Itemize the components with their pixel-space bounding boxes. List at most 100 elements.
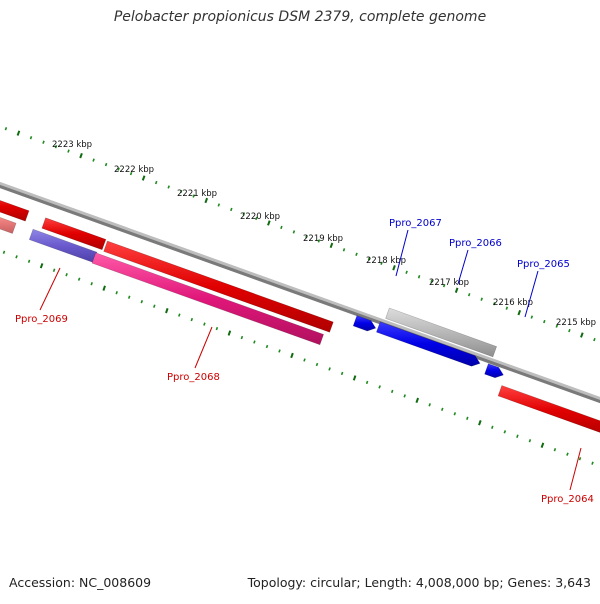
scale-tick-outer [4,127,8,131]
scale-tick-outer [593,337,596,342]
scale-tick-label: 2218 kbp [366,256,406,266]
scale-tick-inner [253,340,256,344]
scale-tick-inner [478,420,482,426]
scale-tick-inner [215,326,219,331]
scale-tick-inner [591,461,594,465]
scale-tick-inner [315,362,319,367]
gene-label-leader [457,249,469,285]
gene-feature-red[interactable] [497,385,600,437]
gene-feature-magenta[interactable] [91,252,324,346]
scale-tick-outer [230,207,233,212]
scale-tick-inner [365,380,369,385]
scale-tick-inner [516,434,519,438]
scale-tick-outer [255,216,258,221]
gene-label[interactable]: Ppro_2065 [517,259,570,270]
scale-tick-outer [380,261,383,265]
scale-tick-outer [367,257,371,261]
scale-tick-outer [292,230,296,234]
scale-tick-label: 2223 kbp [52,140,92,150]
gene-feature-blue[interactable] [484,363,504,379]
scale-tick-inner [491,425,494,429]
gene-feature-blue[interactable] [376,321,481,367]
scale-tick-label: 2221 kbp [177,189,217,199]
scale-tick-inner [52,268,56,272]
gene-label-leader [395,229,409,277]
scale-tick-outer [543,319,546,324]
scale-tick-inner [540,442,545,448]
scale-tick-outer [92,158,95,162]
scale-tick-outer [555,324,559,328]
scale-tick-outer [154,180,158,185]
scale-tick-outer [342,248,346,252]
scale-tick-inner [303,358,306,362]
scale-tick-outer [280,225,283,230]
scale-tick-label: 2219 kbp [303,234,343,244]
scale-tick-outer [580,332,584,338]
scale-tick-outer [129,171,133,176]
gene-feature-gray[interactable] [385,307,497,358]
accession-text: Accession: NC_008609 [9,575,152,590]
scale-tick-inner [340,371,344,376]
gene-label-leader [39,267,61,311]
scale-tick-outer [267,220,271,226]
scale-tick-outer [54,144,58,149]
scale-tick-outer [329,242,334,249]
scale-tick-inner [553,448,557,452]
scale-tick-inner [2,250,6,254]
gene-label[interactable]: Ppro_2064 [541,494,594,505]
scale-tick-outer [467,293,471,297]
scale-tick-inner [278,349,281,353]
backbone-line [0,184,600,404]
scale-tick-inner [528,439,532,443]
scale-tick-outer [517,309,522,316]
scale-tick-outer [141,175,146,181]
genome-summary-text: Topology: circular; Length: 4,008,000 bp… [247,575,591,590]
gene-label[interactable]: Ppro_2069 [15,314,68,325]
scale-tick-layer [2,127,596,465]
scale-tick-outer [492,302,496,306]
gene-label[interactable]: Ppro_2067 [389,218,442,229]
scale-tick-outer [217,203,221,207]
scale-tick-label: 2222 kbp [114,165,154,175]
scale-tick-inner [27,259,31,263]
scale-tick-outer [454,287,459,293]
scale-tick-inner [140,299,144,304]
scale-tick-outer [442,284,446,288]
gene-feature-red[interactable] [103,240,334,333]
gene-feature-salmon[interactable] [0,207,17,234]
scale-tick-inner [115,291,118,295]
gene-label[interactable]: Ppro_2066 [449,238,502,249]
scale-tick-inner [503,430,507,434]
scale-tick-outer [480,297,483,301]
scale-tick-outer [42,140,45,144]
scale-tick-outer [204,197,209,204]
scale-tick-label: 2220 kbp [240,212,280,222]
scale-tick-inner [466,416,469,420]
gene-feature-red[interactable] [41,217,107,251]
gene-feature-red[interactable] [0,192,30,222]
scale-tick-inner [453,412,457,416]
scale-tick-outer [67,149,70,153]
scale-tick-outer [568,328,571,333]
genome-title: Pelobacter propionicus DSM 2379, complet… [113,9,487,25]
gene-label-leader [524,270,539,318]
scale-tick-outer [530,315,534,319]
scale-tick-inner [240,335,244,340]
scale-tick-outer [117,167,120,171]
scale-tick-label: 2217 kbp [429,278,469,288]
scale-tick-inner [328,367,331,371]
gene-feature-blue[interactable] [352,315,377,332]
scale-tick-outer [392,265,396,271]
scale-tick-label: 2216 kbp [493,298,533,308]
scale-tick-inner [165,307,169,314]
scale-tick-outer [317,239,321,243]
backbone-layer [0,181,600,404]
scale-tick-inner [77,277,81,281]
scale-tick-inner [578,457,582,461]
gene-label[interactable]: Ppro_2068 [167,372,220,383]
scale-tick-inner [428,403,431,407]
scale-tick-outer [417,275,421,279]
scale-tick-inner [440,407,444,411]
